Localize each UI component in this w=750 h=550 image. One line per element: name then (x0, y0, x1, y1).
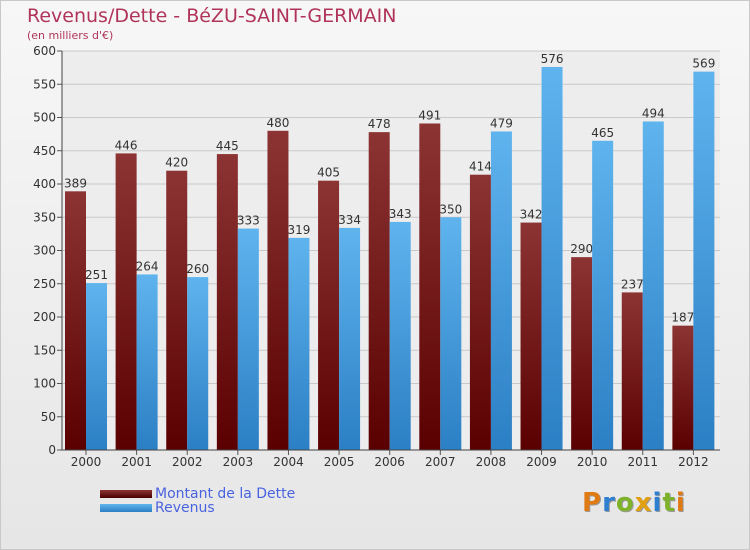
data-label-revenus: 569 (692, 57, 715, 71)
x-tick-label: 2011 (627, 455, 658, 469)
bar-dette (672, 325, 694, 450)
bar-dette (368, 132, 390, 450)
data-label-dette: 420 (165, 156, 188, 170)
data-label-dette: 342 (520, 208, 543, 222)
bar-revenus (86, 283, 107, 450)
legend-label-dette: Montant de la Dette (155, 486, 296, 502)
y-tick-label: 550 (33, 77, 56, 91)
data-label-revenus: 576 (541, 52, 564, 66)
data-label-revenus: 333 (237, 214, 260, 228)
data-label-revenus: 334 (338, 213, 361, 227)
bar-dette (65, 191, 86, 450)
data-label-dette: 405 (317, 166, 340, 180)
logo-letter: x (634, 488, 653, 518)
data-label-dette: 389 (64, 176, 87, 190)
y-tick-label: 300 (33, 244, 56, 258)
data-label-dette: 446 (115, 138, 138, 152)
x-tick-label: 2003 (223, 455, 254, 469)
bar-dette (469, 174, 491, 450)
legend-item-revenus: Revenus (100, 500, 215, 516)
bar-revenus (136, 274, 158, 450)
legend-item-dette: Montant de la Dette (100, 486, 295, 502)
bar-dette (115, 153, 137, 450)
bar-revenus (592, 140, 614, 450)
bar-revenus (490, 131, 512, 450)
data-label-dette: 478 (368, 117, 391, 131)
bar-dette (166, 170, 188, 450)
chart-subtitle: (en milliers d'€) (27, 29, 114, 42)
x-tick-label: 2010 (577, 455, 608, 469)
bar-dette (267, 130, 289, 451)
x-tick-label: 2002 (172, 455, 203, 469)
data-label-revenus: 350 (439, 202, 462, 216)
y-tick-label: 250 (33, 277, 56, 291)
bar-dette (621, 292, 643, 450)
x-tick-label: 2005 (324, 455, 355, 469)
data-label-revenus: 465 (591, 126, 614, 140)
data-label-dette: 491 (418, 108, 441, 122)
x-tick-label: 2012 (678, 455, 709, 469)
bar-dette (216, 154, 238, 450)
data-label-revenus: 251 (85, 268, 108, 282)
bar-dette (571, 257, 593, 450)
chart-title: Revenus/Dette - BéZU-SAINT-GERMAIN (27, 5, 397, 27)
legend-swatch-dette (100, 490, 152, 498)
bar-revenus (440, 217, 462, 450)
x-tick-label: 2007 (425, 455, 456, 469)
data-label-revenus: 264 (136, 259, 159, 273)
x-tick-label: 2009 (526, 455, 557, 469)
y-tick-label: 500 (33, 111, 56, 125)
bar-dette (318, 180, 340, 451)
bar-revenus (642, 121, 664, 451)
logo-letter: i (652, 488, 663, 518)
data-label-dette: 414 (469, 160, 492, 174)
data-label-dette: 237 (621, 277, 644, 291)
y-tick-label: 350 (33, 210, 56, 224)
proxiti-logo: Proxiti (582, 488, 686, 518)
data-label-dette: 480 (267, 116, 290, 130)
bar-revenus (237, 228, 259, 450)
legend-label-revenus: Revenus (155, 500, 215, 516)
data-label-revenus: 494 (642, 106, 665, 120)
bar-revenus (288, 237, 310, 450)
logo-letter: P (582, 488, 603, 518)
data-label-revenus: 319 (288, 223, 311, 237)
y-tick-label: 600 (33, 44, 56, 58)
legend-swatch-revenus (100, 504, 152, 512)
data-label-dette: 187 (671, 311, 694, 325)
x-tick-label: 2006 (374, 455, 405, 469)
y-tick-label: 400 (33, 177, 56, 191)
y-tick-label: 450 (33, 144, 56, 158)
y-tick-label: 0 (48, 443, 56, 457)
bar-revenus (541, 66, 563, 451)
x-tick-label: 2008 (476, 455, 507, 469)
logo-letter: i (675, 488, 686, 518)
y-tick-label: 100 (33, 377, 56, 391)
bar-dette (520, 222, 542, 450)
y-tick-label: 150 (33, 343, 56, 357)
logo-letter: r (602, 488, 616, 518)
data-label-revenus: 479 (490, 116, 513, 130)
x-tick-label: 2004 (273, 455, 304, 469)
data-label-dette: 290 (570, 242, 593, 256)
logo-letter: t (662, 488, 676, 518)
bar-revenus (187, 277, 209, 450)
bar-dette (419, 123, 441, 451)
y-tick-label: 200 (33, 310, 56, 324)
bar-revenus (693, 71, 715, 451)
bar-revenus (389, 221, 411, 450)
data-label-revenus: 260 (186, 262, 209, 276)
x-tick-label: 2001 (121, 455, 152, 469)
logo-letter: o (615, 488, 635, 518)
data-label-revenus: 343 (389, 207, 412, 221)
y-tick-label: 50 (41, 410, 56, 424)
bar-revenus (339, 227, 361, 450)
x-tick-label: 2000 (71, 455, 102, 469)
data-label-dette: 445 (216, 139, 239, 153)
